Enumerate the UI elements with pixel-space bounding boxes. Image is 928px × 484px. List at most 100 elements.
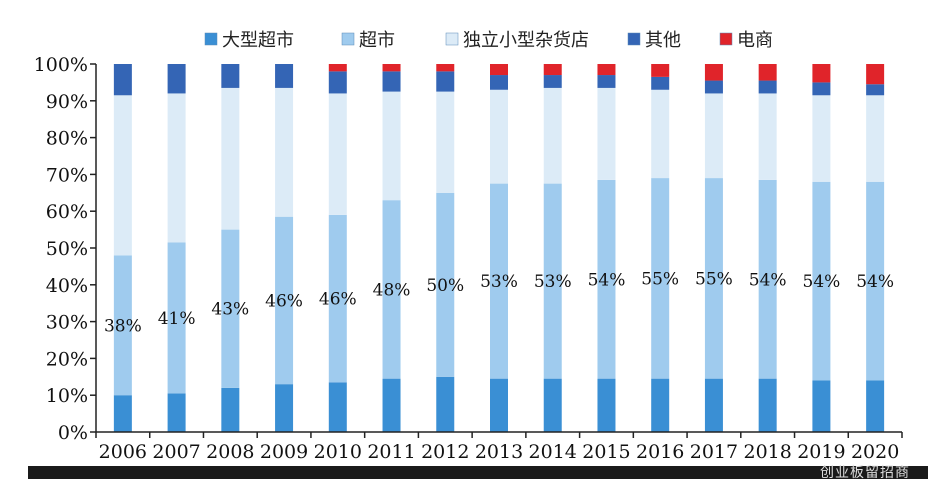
- x-tick-label: 2007: [152, 441, 200, 463]
- x-tick-label: 2016: [636, 441, 684, 463]
- data-label: 55%: [641, 269, 679, 289]
- bar-segment: [651, 378, 670, 432]
- bar-segment: [651, 64, 670, 77]
- x-axis: 2006 2007 2008 2009 2010 2011 2012 2013 2014 2015…: [95, 431, 903, 463]
- bar-segment: [812, 181, 831, 381]
- y-tick-label: 30%: [46, 312, 88, 334]
- data-label: 53%: [534, 272, 572, 292]
- bar-segment: [704, 378, 723, 432]
- bar-segment: [866, 181, 885, 381]
- bar-segment: [597, 87, 616, 180]
- legend-swatch-5: [719, 32, 733, 46]
- x-tick-label: 2011: [367, 441, 415, 463]
- y-tick-label: 80%: [46, 128, 88, 150]
- bar-segment: [543, 75, 562, 88]
- bar-segment: [275, 87, 294, 217]
- bar-segment: [382, 71, 401, 92]
- bar-segment: [490, 89, 508, 184]
- data-label: 43%: [211, 300, 249, 320]
- legend-label-4: 其他: [645, 30, 681, 51]
- data-label: 46%: [265, 291, 303, 311]
- x-tick-label: 2015: [582, 441, 630, 463]
- bar-segment: [758, 93, 777, 180]
- bar-segment: [436, 71, 455, 92]
- bar-segment: [490, 64, 508, 76]
- bar-segment: [866, 84, 885, 96]
- bar-segment: [758, 378, 777, 432]
- data-label: 54%: [803, 272, 841, 292]
- bar-segment: [758, 80, 777, 94]
- x-tick-label: 2012: [421, 441, 469, 463]
- bar-segment: [275, 384, 294, 432]
- bar-segment: [221, 87, 240, 230]
- bar-segment: [543, 378, 562, 432]
- bar-segment: [221, 387, 240, 432]
- bar-segment: [758, 64, 777, 81]
- x-tick-label: 2008: [206, 441, 254, 463]
- bar-segment: [490, 378, 508, 432]
- data-label: 54%: [856, 272, 894, 292]
- bar-segment: [436, 192, 455, 377]
- bar-segment: [543, 183, 562, 379]
- bar-segment: [597, 378, 616, 432]
- bars: [113, 64, 885, 432]
- bar-segment: [651, 76, 670, 90]
- x-tick-label: 2013: [475, 441, 523, 463]
- bar-segment: [328, 382, 347, 432]
- bar-segment: [328, 64, 347, 72]
- y-axis: 0% 10% 20% 30% 40% 50% 60% 70% 80% 90% 100%: [34, 54, 97, 444]
- bar-segment: [328, 93, 347, 215]
- bar-segment: [758, 179, 777, 379]
- bar-segment: [704, 80, 723, 94]
- bar-segment: [543, 87, 562, 184]
- bar-segment: [328, 214, 347, 383]
- data-label: 48%: [373, 280, 411, 300]
- bar-segment: [597, 75, 616, 88]
- x-tick-label: 2014: [529, 441, 577, 463]
- data-label: 55%: [695, 269, 733, 289]
- bar-segment: [275, 64, 294, 88]
- bottom-dark-band: [28, 466, 928, 479]
- data-label: 54%: [749, 270, 787, 290]
- y-tick-label: 70%: [46, 164, 88, 186]
- bar-segment: [113, 64, 132, 96]
- y-tick-label: 60%: [46, 201, 88, 223]
- bar-segment: [436, 376, 455, 432]
- bar-segment: [436, 91, 455, 193]
- bar-segment: [382, 91, 401, 201]
- y-tick-label: 20%: [46, 348, 88, 370]
- bar-segment: [382, 200, 401, 379]
- bar-segment: [704, 93, 723, 179]
- data-label: 41%: [158, 309, 196, 329]
- y-tick-label: 100%: [34, 54, 88, 76]
- y-tick-label: 90%: [46, 91, 88, 113]
- legend-swatch-2: [341, 32, 355, 46]
- bar-segment: [167, 64, 186, 94]
- bar-segment: [597, 179, 616, 379]
- legend-label-5: 电商: [737, 30, 773, 51]
- legend-label-3: 独立小型杂货店: [463, 30, 589, 51]
- x-tick-label: 2010: [314, 441, 362, 463]
- data-labels: 38% 41% 43% 46% 46% 48% 50% 53% 53% 54% 55% 55% 54% 5…: [104, 269, 894, 336]
- data-label: 50%: [426, 276, 464, 296]
- bar-segment: [812, 380, 831, 432]
- x-tick-label: 2019: [797, 441, 845, 463]
- bar-segment: [704, 64, 723, 81]
- bar-segment: [704, 178, 723, 379]
- legend: 大型超市 超市 独立小型杂货店 其他 电商: [204, 30, 773, 51]
- legend-label-2: 超市: [359, 30, 395, 51]
- bar-segment: [490, 183, 508, 379]
- bar-segment: [490, 75, 508, 90]
- bar-segment: [382, 378, 401, 432]
- x-tick-label: 2020: [851, 441, 899, 463]
- legend-swatch-4: [627, 32, 641, 46]
- watermark-text: 创业板留招商: [820, 465, 910, 481]
- bar-segment: [167, 393, 186, 432]
- bar-segment: [382, 64, 401, 72]
- data-label: 46%: [319, 290, 357, 310]
- bar-segment: [866, 64, 885, 85]
- data-label: 53%: [480, 272, 518, 292]
- bar-segment: [167, 242, 186, 394]
- bar-segment: [651, 89, 670, 179]
